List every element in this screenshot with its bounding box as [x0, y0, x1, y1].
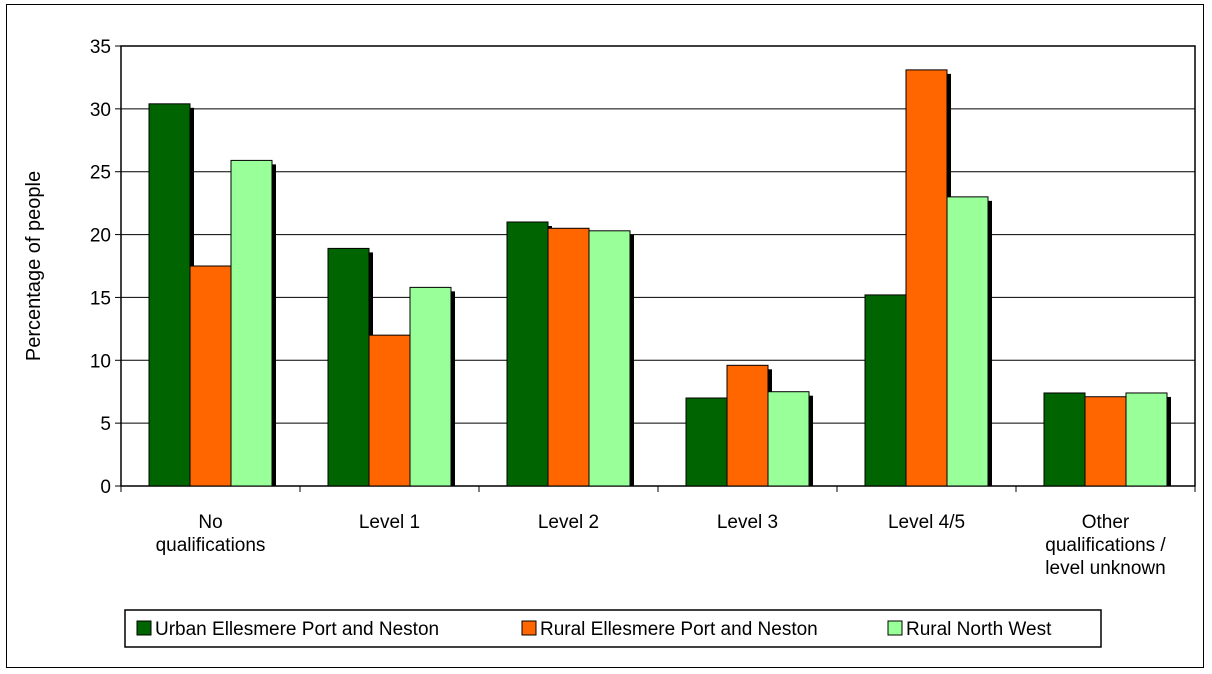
- y-tick-label: 5: [100, 414, 111, 435]
- x-tick-label: level unknown: [1045, 558, 1165, 579]
- plot-area: [121, 46, 1195, 486]
- y-axis-label: Percentage of people: [23, 171, 45, 361]
- bar-2: [726, 364, 769, 487]
- bar-1: [506, 221, 549, 487]
- legend-swatch-3: [887, 620, 903, 636]
- bar-2: [547, 227, 590, 487]
- x-tick-label: Level 3: [717, 512, 778, 533]
- y-tick-label: 15: [90, 288, 111, 309]
- bar-2: [189, 265, 232, 487]
- legend-label-2: Rural Ellesmere Port and Neston: [540, 619, 818, 640]
- x-tick-label: qualifications /: [1045, 535, 1166, 556]
- x-tick-label: Level 4/5: [888, 512, 965, 533]
- bar-1: [864, 294, 907, 487]
- bar-3: [1125, 392, 1168, 487]
- bar-1: [685, 397, 728, 487]
- bar-2: [905, 69, 948, 487]
- chart-frame: 0 5 10 15 20 25 30 35 No qualifications Level 1 Lev…: [6, 4, 1204, 668]
- y-tick-label: 30: [90, 100, 111, 121]
- y-tick-label: 0: [100, 477, 111, 498]
- bar-3: [588, 230, 631, 487]
- x-tick-label: No: [198, 512, 222, 533]
- y-tick-label: 20: [90, 226, 111, 247]
- bar-3: [230, 159, 273, 487]
- x-tick-label: qualifications: [156, 535, 266, 556]
- bar-2: [1084, 396, 1127, 487]
- y-tick-label: 35: [90, 37, 111, 58]
- x-tick-label: Level 2: [538, 512, 599, 533]
- y-tick-label: 10: [90, 351, 111, 372]
- bar-1: [148, 103, 191, 487]
- legend-label-3: Rural North West: [906, 619, 1052, 640]
- bar-1: [1043, 392, 1086, 487]
- bar-2: [368, 334, 411, 487]
- bar-3: [946, 196, 989, 487]
- legend-label-1: Urban Ellesmere Port and Neston: [155, 619, 439, 640]
- bar-3: [767, 391, 810, 487]
- bar-1: [327, 247, 370, 487]
- x-tick-label: Level 1: [359, 512, 420, 533]
- legend: [124, 609, 1102, 648]
- bar-3: [409, 286, 452, 487]
- x-tick-label: Other: [1082, 512, 1130, 533]
- legend-swatch-1: [136, 620, 152, 636]
- y-tick-label: 25: [90, 163, 111, 184]
- legend-swatch-2: [521, 620, 537, 636]
